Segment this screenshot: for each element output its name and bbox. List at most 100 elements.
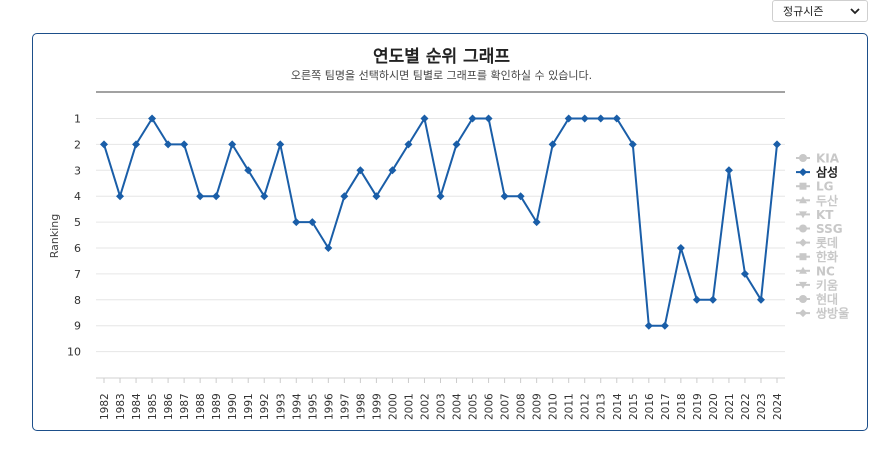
chart-subtitle: 오른쪽 팀명을 선택하시면 팀별로 그래프를 확인하실 수 있습니다. bbox=[290, 69, 593, 82]
legend-marker-icon bbox=[799, 154, 807, 162]
x-tick-label: 2018 bbox=[676, 393, 688, 420]
x-tick-label: 2004 bbox=[452, 393, 464, 420]
chart-panel bbox=[32, 33, 868, 431]
legend-item[interactable]: 삼성 bbox=[796, 165, 838, 180]
legend-item[interactable]: KT bbox=[796, 208, 834, 222]
data-point bbox=[212, 192, 221, 201]
legend-marker-icon bbox=[799, 281, 807, 289]
y-tick-label: 3 bbox=[74, 164, 81, 177]
data-point bbox=[420, 114, 429, 123]
legend-label: 쌍방울 bbox=[816, 306, 849, 321]
legend-label: KIA bbox=[816, 152, 840, 166]
legend-label: 한화 bbox=[816, 249, 838, 264]
data-point bbox=[708, 295, 717, 304]
x-tick-label: 1982 bbox=[99, 393, 111, 420]
legend-marker-icon bbox=[799, 253, 807, 261]
y-tick-label: 8 bbox=[74, 294, 81, 307]
x-tick-label: 2022 bbox=[740, 393, 752, 420]
data-point bbox=[388, 166, 397, 175]
data-point bbox=[484, 114, 493, 123]
x-tick-label: 1996 bbox=[323, 393, 335, 420]
legend-item[interactable]: 롯데 bbox=[796, 235, 838, 250]
x-tick-label: 2013 bbox=[596, 393, 608, 420]
x-tick-label: 2001 bbox=[403, 393, 415, 420]
data-point bbox=[773, 140, 781, 149]
data-point bbox=[596, 114, 605, 123]
data-point bbox=[564, 114, 573, 123]
x-tick-label: 2015 bbox=[628, 393, 640, 420]
legend-label: NC bbox=[816, 264, 835, 278]
data-point bbox=[676, 244, 685, 252]
legend-label: KT bbox=[816, 208, 834, 222]
data-point bbox=[324, 244, 333, 252]
x-tick-label: 1992 bbox=[259, 393, 271, 420]
x-tick-label: 1998 bbox=[355, 393, 367, 420]
x-tick-label: 1993 bbox=[275, 393, 287, 420]
data-point bbox=[100, 140, 108, 149]
legend-marker-icon bbox=[799, 196, 807, 204]
data-point bbox=[516, 192, 525, 201]
legend-item[interactable]: 한화 bbox=[796, 249, 838, 264]
chart-title: 연도별 순위 그래프 bbox=[373, 47, 510, 67]
legend-label: 키움 bbox=[816, 277, 838, 292]
x-tick-label: 2019 bbox=[692, 393, 704, 420]
legend-item[interactable]: 두산 bbox=[796, 193, 838, 208]
legend-item[interactable]: 현대 bbox=[796, 292, 838, 307]
legend-label: LG bbox=[816, 180, 834, 194]
x-tick-label: 2014 bbox=[612, 393, 624, 420]
data-point bbox=[164, 140, 173, 149]
x-tick-label: 2024 bbox=[772, 393, 784, 420]
season-select[interactable]: 정규시즌 bbox=[772, 0, 868, 22]
x-tick-label: 2021 bbox=[724, 393, 736, 420]
y-tick-label: 5 bbox=[74, 216, 81, 229]
x-tick-label: 2008 bbox=[516, 393, 528, 420]
legend-label: 두산 bbox=[816, 193, 838, 208]
data-point bbox=[356, 166, 365, 175]
legend-item[interactable]: 쌍방울 bbox=[796, 306, 849, 321]
legend-marker-icon bbox=[799, 238, 807, 247]
legend-marker-icon bbox=[799, 224, 807, 233]
data-point bbox=[452, 140, 461, 149]
data-point bbox=[644, 321, 653, 330]
y-axis-label: Ranking bbox=[48, 214, 61, 259]
legend-label: 현대 bbox=[816, 292, 838, 307]
data-point bbox=[692, 295, 701, 304]
y-tick-label: 7 bbox=[74, 268, 81, 281]
x-tick-label: 1991 bbox=[243, 393, 255, 420]
data-point bbox=[756, 295, 765, 304]
x-tick-label: 2002 bbox=[419, 393, 431, 420]
legend-item[interactable]: SSG bbox=[796, 222, 843, 236]
data-point bbox=[724, 166, 733, 175]
x-tick-label: 1986 bbox=[163, 393, 175, 420]
data-point bbox=[468, 114, 477, 123]
x-tick-label: 1994 bbox=[291, 393, 303, 420]
chevron-down-icon bbox=[850, 8, 860, 15]
x-tick-label: 2009 bbox=[532, 393, 544, 420]
x-tick-label: 1984 bbox=[131, 393, 143, 420]
legend-marker-icon bbox=[799, 309, 807, 318]
legend-item[interactable]: KIA bbox=[796, 152, 840, 166]
data-point bbox=[532, 218, 541, 227]
data-point bbox=[660, 321, 669, 330]
legend-item[interactable]: 키움 bbox=[796, 277, 838, 292]
legend-marker-icon bbox=[799, 168, 807, 177]
legend-marker-icon bbox=[799, 211, 807, 219]
y-tick-label: 4 bbox=[74, 190, 81, 203]
x-tick-label: 2006 bbox=[484, 393, 496, 420]
data-point bbox=[148, 114, 157, 123]
x-tick-label: 1983 bbox=[115, 393, 127, 420]
data-point bbox=[180, 140, 189, 149]
legend-marker-icon bbox=[799, 295, 807, 303]
legend-label: 삼성 bbox=[816, 165, 838, 180]
legend-item[interactable]: NC bbox=[796, 264, 835, 278]
data-point bbox=[740, 269, 749, 278]
legend-marker-icon bbox=[799, 182, 807, 190]
data-point bbox=[580, 114, 589, 123]
x-tick-label: 1987 bbox=[179, 393, 191, 420]
legend-item[interactable]: LG bbox=[796, 180, 834, 194]
x-tick-label: 2011 bbox=[564, 393, 576, 420]
x-tick-label: 1999 bbox=[371, 393, 383, 420]
data-point bbox=[132, 140, 141, 149]
data-point bbox=[628, 140, 637, 149]
